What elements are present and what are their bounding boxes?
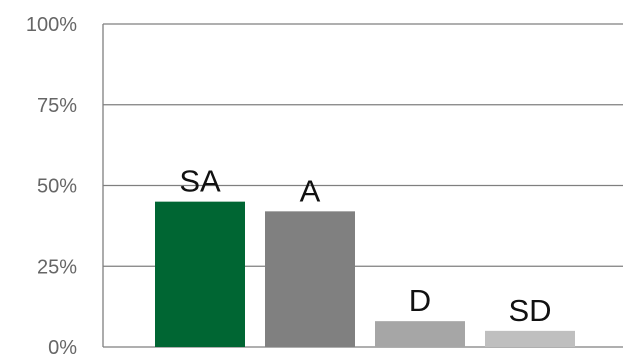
y-tick-label: 100% [26,14,77,36]
bar-a [265,211,355,347]
bar-category-labels: SA A D SD [179,164,551,328]
y-tick-label: 25% [37,256,77,278]
bar-sa [155,201,245,347]
bar-label-sd: SD [508,293,551,328]
y-tick-label: 0% [48,337,77,355]
y-tick-label: 75% [37,95,77,117]
gridlines [103,23,623,267]
bar-d [375,321,465,347]
bar-label-sa: SA [179,164,221,199]
bar-label-d: D [409,283,431,318]
y-axis-tick-labels: 0% 25% 50% 75% 100% [26,14,77,355]
bars [155,201,575,347]
bar-sd [485,330,575,347]
bar-label-a: A [300,173,321,208]
y-tick-label: 50% [37,176,77,198]
